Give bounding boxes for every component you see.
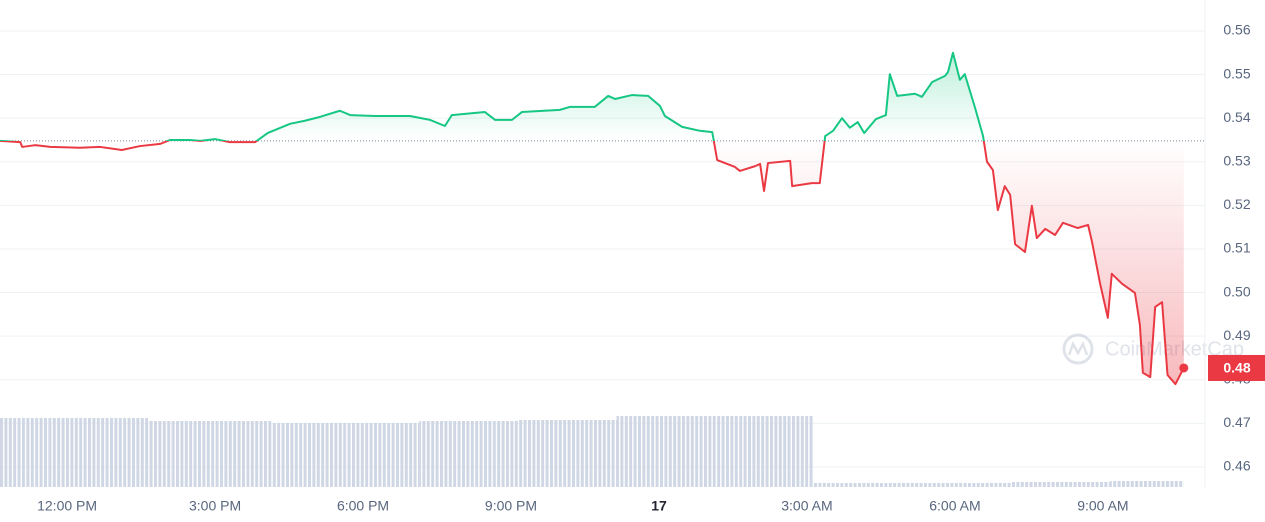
- y-tick-label: 0.52: [1223, 196, 1250, 212]
- price-area: [0, 52, 1184, 385]
- y-tick-label: 0.49: [1223, 327, 1250, 343]
- volume-bar: [443, 421, 469, 487]
- volume-bar: [369, 423, 395, 487]
- volume-bar: [468, 421, 494, 487]
- x-tick-label: 3:00 AM: [781, 498, 832, 514]
- volume-bar: [813, 483, 839, 487]
- x-tick-label: 6:00 PM: [337, 498, 389, 514]
- volume-bar: [517, 420, 543, 487]
- volume-bar: [295, 423, 321, 487]
- volume-bar: [986, 483, 1012, 487]
- volume-bar: [419, 421, 444, 487]
- volume-bar: [1060, 482, 1086, 487]
- volume-bar: [739, 416, 765, 487]
- volume-bar: [838, 483, 864, 487]
- volume-bar: [591, 420, 617, 487]
- price-tag: [1208, 354, 1265, 381]
- volume-bar: [246, 421, 272, 487]
- volume-bar: [1109, 481, 1135, 487]
- x-tick-label: 9:00 PM: [485, 498, 537, 514]
- x-tick-label: 3:00 PM: [189, 498, 241, 514]
- volume-bar: [271, 423, 296, 487]
- x-tick-label: 9:00 AM: [1077, 498, 1128, 514]
- x-tick-label: 12:00 PM: [37, 498, 97, 514]
- watermark-logo: [1067, 340, 1089, 356]
- volume-bar: [320, 423, 346, 487]
- volume-bar: [1011, 482, 1036, 487]
- volume-bar: [1035, 482, 1061, 487]
- y-tick-label: 0.55: [1223, 65, 1250, 81]
- volume-bar: [221, 421, 247, 487]
- volume-bar: [73, 418, 99, 487]
- volume-bar: [961, 483, 987, 487]
- volume-bar: [123, 418, 148, 487]
- watermark-logo: [1062, 333, 1094, 365]
- y-tick-label: 0.50: [1223, 283, 1250, 299]
- volume-bar: [1085, 482, 1110, 487]
- price-line: [0, 51, 1185, 386]
- volume-bar: [24, 418, 50, 487]
- volume-bar: [197, 421, 222, 487]
- volume-bar: [147, 421, 173, 487]
- volume-bar: [665, 416, 691, 487]
- volume-bar: [690, 416, 716, 487]
- volume-bar: [1159, 481, 1184, 487]
- volume-bar: [715, 416, 740, 487]
- volume-bar: [394, 423, 420, 487]
- volume-bar: [912, 483, 938, 487]
- y-tick-label: 0.46: [1223, 458, 1250, 474]
- y-tick-label: 0.54: [1223, 109, 1250, 125]
- last-price-dot: [1179, 363, 1189, 373]
- volume-bar: [789, 416, 814, 487]
- volume-bar: [616, 416, 642, 487]
- volume-bar: [542, 420, 568, 487]
- volume-bar: [641, 416, 666, 487]
- volume-bar: [49, 418, 74, 487]
- volume-bar: [1134, 481, 1160, 487]
- x-tick-label: 6:00 AM: [929, 498, 980, 514]
- volume-bar: [887, 483, 913, 487]
- volume-bar: [98, 418, 124, 487]
- y-tick-label: 0.51: [1223, 240, 1250, 256]
- x-tick-label: 17: [651, 498, 667, 514]
- volume-bar: [0, 418, 25, 487]
- volume-bar: [764, 416, 790, 487]
- y-tick-label: 0.56: [1223, 22, 1250, 38]
- volume-bar: [863, 483, 888, 487]
- y-tick-label: 0.47: [1223, 414, 1250, 430]
- y-tick-label: 0.53: [1223, 152, 1250, 168]
- volume-bar: [937, 483, 962, 487]
- volume-bar: [345, 423, 370, 487]
- volume-bar: [493, 421, 518, 487]
- volume-bar: [172, 421, 198, 487]
- price-tag-label: 0.48: [1223, 360, 1250, 376]
- volume-bar: [567, 420, 592, 487]
